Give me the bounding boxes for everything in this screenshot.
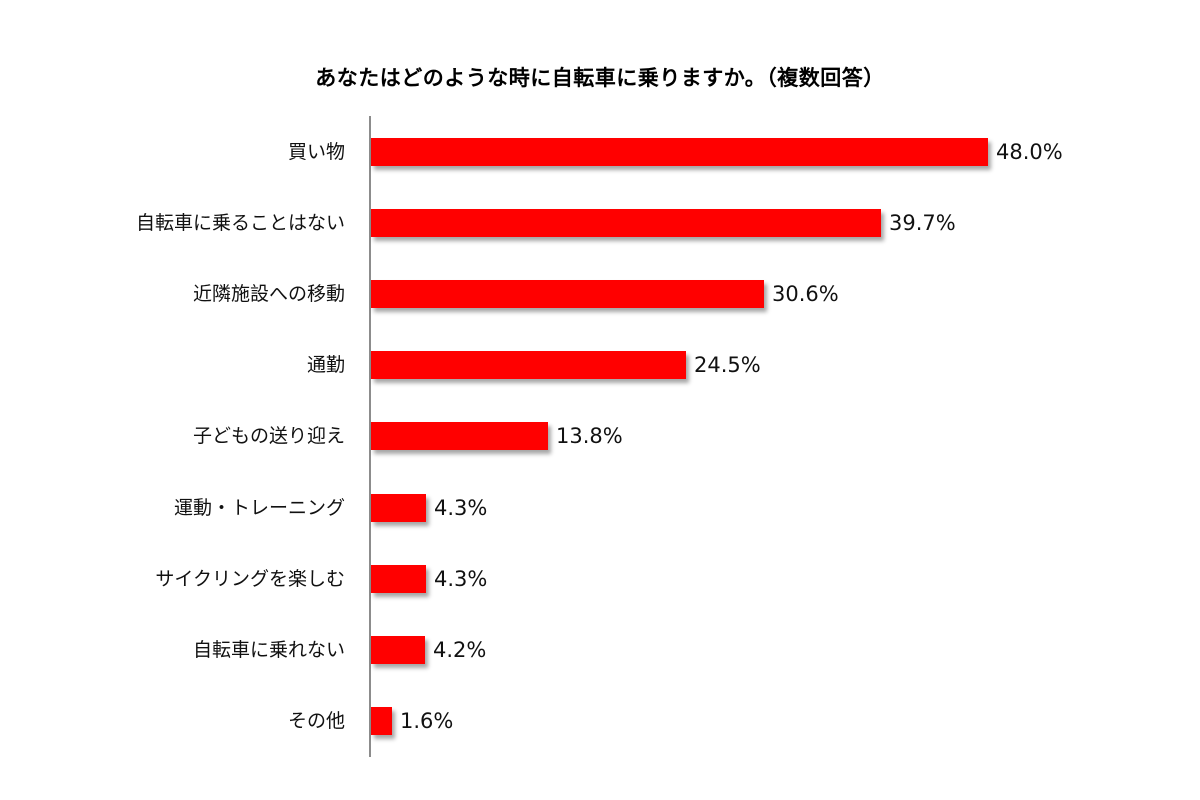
value-label: 13.8%: [556, 424, 623, 448]
bar: [371, 209, 881, 237]
value-label: 30.6%: [772, 282, 839, 306]
bar: [371, 707, 392, 735]
value-label: 4.2%: [433, 638, 487, 662]
bar-row: 通勤 24.5%: [0, 351, 1200, 379]
bar: [371, 422, 548, 450]
bar-row: 子どもの送り迎え 13.8%: [0, 422, 1200, 450]
category-label: サイクリングを楽しむ: [155, 568, 345, 590]
bar: [371, 636, 425, 664]
bar: [371, 351, 686, 379]
value-label: 48.0%: [996, 140, 1063, 164]
category-label: 自転車に乗ることはない: [135, 212, 345, 234]
value-label: 24.5%: [694, 353, 761, 377]
category-label: 買い物: [287, 141, 345, 163]
bar-row: 近隣施設への移動 30.6%: [0, 280, 1200, 308]
bar-row: その他 1.6%: [0, 707, 1200, 735]
bar: [371, 138, 988, 166]
value-label: 4.3%: [434, 496, 488, 520]
category-label: 自転車に乗れない: [192, 639, 345, 661]
bar: [371, 280, 764, 308]
bar-row: 自転車に乗ることはない 39.7%: [0, 209, 1200, 237]
value-label: 4.3%: [434, 567, 488, 591]
category-label: 子どもの送り迎え: [192, 425, 345, 447]
chart-title: あなたはどのような時に自転車に乗りますか。（複数回答）: [315, 66, 885, 90]
category-label: 通勤: [306, 354, 345, 376]
category-label: 近隣施設への移動: [192, 283, 345, 305]
bar-row: 自転車に乗れない 4.2%: [0, 636, 1200, 664]
bar: [371, 494, 426, 522]
bar-row: 買い物 48.0%: [0, 138, 1200, 166]
category-axis-line: [369, 116, 371, 757]
bar: [371, 565, 426, 593]
value-label: 1.6%: [400, 709, 454, 733]
category-label: 運動・トレーニング: [173, 497, 345, 519]
bar-row: 運動・トレーニング 4.3%: [0, 494, 1200, 522]
value-label: 39.7%: [889, 211, 956, 235]
category-label: その他: [287, 710, 345, 732]
bar-row: サイクリングを楽しむ 4.3%: [0, 565, 1200, 593]
